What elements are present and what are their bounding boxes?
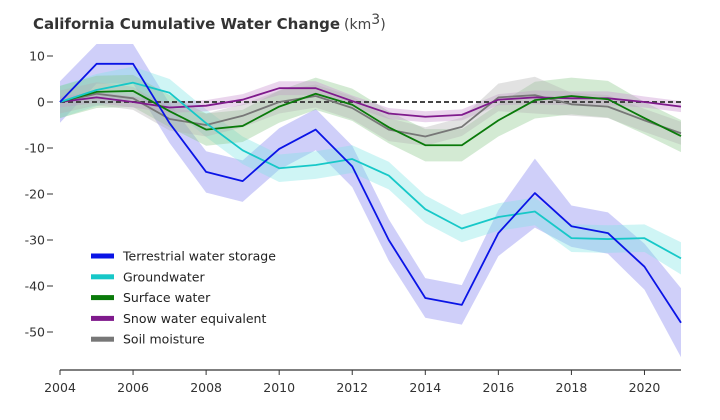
legend-item-groundwater: Groundwater (91, 269, 205, 284)
series-line (59, 87, 682, 118)
legend-swatch (91, 315, 114, 321)
series-line (59, 81, 682, 260)
legend-label: Groundwater (123, 269, 205, 284)
legend-label: Soil moisture (123, 332, 205, 347)
x-axis: 2004 2006 2008 2010 2012 2014 2016 2018 2020 (44, 369, 681, 395)
x-tick-label: 2020 (629, 380, 661, 395)
legend-item-surface-water: Surface water (91, 290, 211, 305)
y-axis: 10 0 -10 -20 -30 -40 -50 (25, 49, 53, 340)
legend-item-soil-moisture: Soil moisture (91, 332, 205, 347)
band-snow-water-equivalent (60, 81, 681, 123)
legend-label: Surface water (123, 290, 211, 305)
y-tick-label: 0 (37, 95, 45, 110)
legend-item-snow-water-equivalent: Snow water equivalent (91, 311, 266, 326)
legend-swatch (91, 336, 114, 342)
series-lines (59, 62, 682, 324)
y-tick-label: -30 (25, 233, 45, 248)
series-surface-water (59, 90, 682, 147)
chart-title: California Cumulative Water Change (km3) (33, 12, 386, 33)
y-tick-label: 10 (29, 49, 45, 64)
x-tick-label: 2004 (44, 380, 76, 395)
chart-unit: (km (344, 17, 371, 33)
legend: Terrestrial water storage Groundwater Surf… (91, 249, 276, 347)
y-tick-label: -50 (25, 325, 45, 340)
band-groundwater (60, 66, 681, 275)
series-line (59, 62, 682, 324)
series-line (59, 90, 682, 147)
series-terrestrial-water-storage (59, 62, 682, 324)
x-tick-label: 2012 (336, 380, 368, 395)
series-groundwater (59, 81, 682, 260)
series-line (59, 92, 682, 138)
legend-item-terrestrial-water-storage: Terrestrial water storage (91, 249, 276, 264)
legend-label: Snow water equivalent (123, 311, 266, 326)
x-tick-label: 2008 (190, 380, 222, 395)
chart-unit-superscript: 3 (371, 12, 380, 28)
y-tick-label: -20 (25, 187, 45, 202)
x-tick-label: 2014 (409, 380, 441, 395)
legend-label: Terrestrial water storage (122, 249, 276, 264)
legend-swatch (91, 295, 114, 301)
y-tick-label: -10 (25, 141, 45, 156)
x-tick-label: 2006 (117, 380, 149, 395)
x-tick-label: 2010 (263, 380, 295, 395)
chart-unit-close: ) (380, 17, 385, 33)
legend-swatch (91, 253, 114, 259)
x-tick-label: 2018 (556, 380, 588, 395)
band-terrestrial-water-storage (60, 44, 681, 358)
legend-swatch (91, 274, 114, 280)
x-tick-label: 2016 (482, 380, 514, 395)
y-tick-label: -40 (25, 279, 45, 294)
series-snow-water-equivalent (59, 87, 682, 118)
